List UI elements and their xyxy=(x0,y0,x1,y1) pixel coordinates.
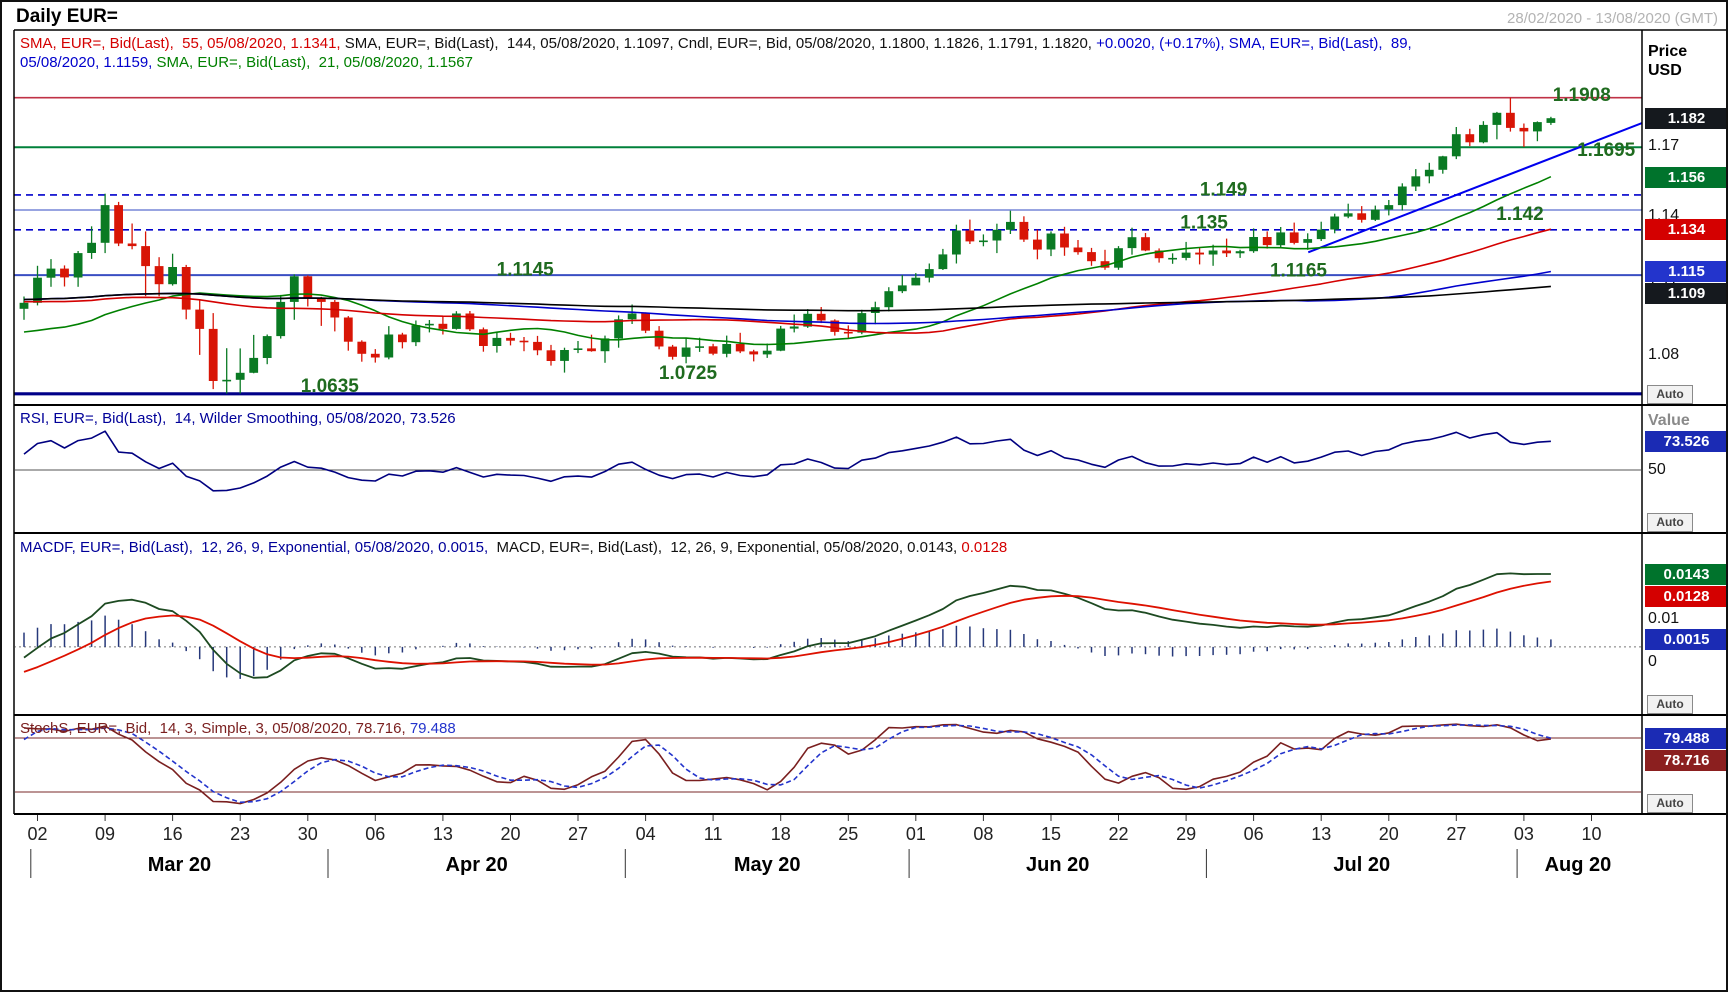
date-label: 09 xyxy=(95,824,115,844)
sma21-value-box: 1.156 xyxy=(1645,166,1726,188)
date-label: 01 xyxy=(906,824,926,844)
price-axis-title-line1: Price xyxy=(1648,43,1688,60)
date-label: 08 xyxy=(973,824,993,844)
legend-segment: SMA, EUR=, Bid(Last), 55, 05/08/2020, 1.… xyxy=(20,35,345,52)
date-label: 10 xyxy=(1581,824,1601,844)
legend-segment: SMA, EUR=, Bid(Last), 89, xyxy=(1228,35,1412,52)
legend-segment: 79.488 xyxy=(409,720,456,737)
legend-segment: SMA, EUR=, Bid(Last), 144, 05/08/2020, 1… xyxy=(344,35,678,52)
price-axis-title: Price USD xyxy=(1648,42,1687,80)
sma55-value-box: 1.134 xyxy=(1645,219,1726,241)
date-label: 27 xyxy=(1446,824,1466,844)
price-annotation: 1.149 xyxy=(1200,180,1248,201)
legend-segment: MACD, EUR=, Bid(Last), 12, 26, 9, Expone… xyxy=(496,539,962,556)
date-label: 18 xyxy=(771,824,791,844)
date-label: 29 xyxy=(1176,824,1196,844)
rsi-axis-auto-button[interactable]: Auto xyxy=(1647,513,1693,532)
axis-tick-label: 0 xyxy=(1648,652,1657,670)
month-label: Aug 20 xyxy=(1545,854,1612,876)
date-label: 06 xyxy=(365,824,385,844)
legend-segment: MACDF, EUR=, Bid(Last), 12, 26, 9, Expon… xyxy=(20,539,497,556)
date-label: 06 xyxy=(1244,824,1264,844)
axis-tick-label: 0.01 xyxy=(1648,609,1680,627)
legend-segment: RSI, EUR=, Bid(Last), 14, Wilder Smoothi… xyxy=(20,410,456,427)
rsi-value-box: 73.526 xyxy=(1645,431,1726,453)
main-legend-line2: 05/08/2020, 1.1159, SMA, EUR=, Bid(Last)… xyxy=(20,54,473,71)
price-annotation: 1.0725 xyxy=(659,363,718,384)
price-axis-title-line2: USD xyxy=(1648,62,1682,79)
date-label: 13 xyxy=(1311,824,1331,844)
sma144-value-box: 1.109 xyxy=(1645,283,1726,305)
date-label: 16 xyxy=(163,824,183,844)
legend-segment: StochS, EUR=, Bid, 14, 3, Simple, 3, 05/… xyxy=(20,720,410,737)
stoch-legend: StochS, EUR=, Bid, 14, 3, Simple, 3, 05/… xyxy=(20,720,456,737)
main-axis-auto-button[interactable]: Auto xyxy=(1647,385,1693,404)
axis-tick-label: 1.08 xyxy=(1648,346,1680,364)
month-label: Jun 20 xyxy=(1026,854,1089,876)
date-label: 20 xyxy=(500,824,520,844)
macd-value-box: 0.0143 xyxy=(1645,563,1726,585)
date-label: 15 xyxy=(1041,824,1061,844)
macd-hist-value-box: 0.0015 xyxy=(1645,628,1726,650)
date-label: 11 xyxy=(704,824,723,844)
price-annotation: 1.1145 xyxy=(497,259,554,280)
date-label: 27 xyxy=(568,824,588,844)
date-label: 03 xyxy=(1514,824,1534,844)
price-annotation: 1.0635 xyxy=(301,376,360,397)
legend-segment: 05/08/2020, 1.1159, xyxy=(20,54,157,71)
month-label: Apr 20 xyxy=(446,854,508,876)
legend-segment: Cndl, EUR=, Bid, 05/08/2020, 1.1800, 1.1… xyxy=(677,35,1097,52)
macd-signal-value-box: 0.0128 xyxy=(1645,585,1726,607)
date-label: 02 xyxy=(27,824,47,844)
axis-tick-label: 50 xyxy=(1648,461,1666,478)
legend-segment: +0.0020, (+0.17%), xyxy=(1096,35,1229,52)
date-label: 04 xyxy=(636,824,656,844)
price-annotation: 1.1695 xyxy=(1577,140,1636,161)
macd-axis-auto-button[interactable]: Auto xyxy=(1647,695,1693,714)
date-label: 30 xyxy=(298,824,318,844)
stoch-axis-auto-button[interactable]: Auto xyxy=(1647,794,1693,813)
last-price-box: 1.182 xyxy=(1645,107,1726,129)
date-range: 28/02/2020 - 13/08/2020 (GMT) xyxy=(1507,10,1718,27)
month-label: Mar 20 xyxy=(148,854,211,876)
price-annotation: 1.1908 xyxy=(1553,85,1611,106)
date-label: 22 xyxy=(1109,824,1129,844)
main-legend-line1: SMA, EUR=, Bid(Last), 55, 05/08/2020, 1.… xyxy=(20,35,1412,52)
month-label: Jul 20 xyxy=(1333,854,1390,876)
rsi-axis-title: Value xyxy=(1648,412,1690,429)
stoch-k-value-box: 78.716 xyxy=(1645,750,1726,771)
price-annotation: 1.1165 xyxy=(1270,260,1327,281)
month-label: May 20 xyxy=(734,854,801,876)
sma89-value-box: 1.115 xyxy=(1645,261,1726,283)
page-title: Daily EUR= xyxy=(16,6,118,27)
stoch-d-value-box: 79.488 xyxy=(1645,728,1726,749)
price-annotation: 1.142 xyxy=(1496,204,1544,225)
legend-segment: 0.0128 xyxy=(961,539,1008,556)
date-label: 25 xyxy=(838,824,858,844)
rsi-legend: RSI, EUR=, Bid(Last), 14, Wilder Smoothi… xyxy=(20,410,456,427)
date-label: 23 xyxy=(230,824,250,844)
legend-segment: SMA, EUR=, Bid(Last), 21, 05/08/2020, 1.… xyxy=(156,54,473,71)
macd-legend: MACDF, EUR=, Bid(Last), 12, 26, 9, Expon… xyxy=(20,539,1007,556)
price-annotation: 1.135 xyxy=(1180,212,1228,233)
date-label: 20 xyxy=(1379,824,1399,844)
axis-tick-label: 1.17 xyxy=(1648,137,1680,155)
date-label: 13 xyxy=(433,824,453,844)
